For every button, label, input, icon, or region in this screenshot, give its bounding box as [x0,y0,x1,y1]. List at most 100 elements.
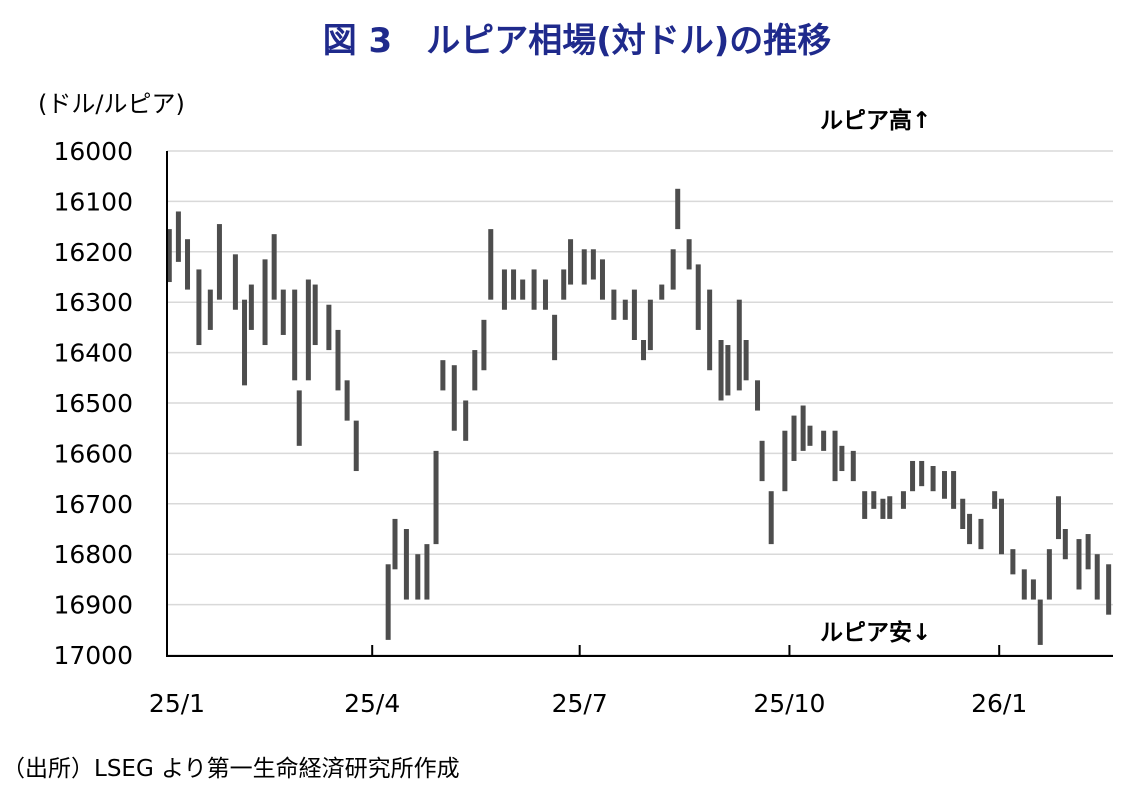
range-bar [463,400,469,441]
x-tick-labels: 25/1 25/4 25/7 25/10 26/1 [149,645,1027,718]
annotation-rupiah-strong: ルピア高↑ [820,107,931,134]
range-bar [755,380,761,411]
source-note: （出所）LSEG より第一生命経済研究所作成 [2,756,460,782]
y-tick-labels: 16000 16100 16200 16300 16400 16500 16600 16700… [53,137,133,670]
range-bar [862,491,868,519]
range-bar [659,284,665,300]
y-tick-label: 16700 [53,490,133,519]
y-tick-label: 16600 [53,439,133,468]
range-bar [919,460,925,487]
y-tick-label: 16300 [53,288,133,317]
range-bar [670,249,676,290]
range-bar [511,269,517,300]
range-bar [850,450,856,482]
range-bar [1106,564,1112,615]
range-bar [941,471,947,499]
range-bar [599,259,605,300]
range-bar [960,498,966,529]
range-bar [296,390,302,446]
y-tick-label: 16100 [53,187,133,216]
range-bar [166,229,172,283]
range-bar [839,445,845,472]
y-axis-unit-label: (ドル/ルピア) [38,90,185,118]
range-bar [271,234,277,300]
gridlines [167,150,1113,656]
range-bar [1094,554,1100,600]
range-bar [611,289,617,320]
range-bar [415,554,421,600]
range-bar [641,340,647,361]
x-tick-label: 25/7 [552,689,608,718]
range-bar [207,289,213,330]
range-bar [978,518,984,550]
range-bar [433,450,439,545]
range-bar [344,380,350,421]
range-bar [880,498,886,519]
range-bar [807,425,813,446]
range-bar [216,224,222,300]
x-tick-label: 26/1 [971,689,1027,718]
range-bar [725,345,731,396]
range-bar [759,440,765,482]
range-bar [403,529,409,600]
x-tick-label: 25/4 [344,689,400,718]
y-tick-label: 16500 [53,389,133,418]
range-bar [736,299,742,391]
range-bar [292,289,298,381]
range-bar [910,460,916,492]
range-bar [280,289,286,335]
range-bar [930,466,936,492]
x-tick-label: 25/10 [753,689,825,718]
range-bar [196,269,202,346]
range-bar [800,405,806,451]
x-tick-label: 25/1 [149,689,205,718]
range-bar [1076,539,1082,590]
range-bar [561,269,567,300]
range-bar [312,284,318,346]
range-bar [385,564,391,640]
range-bar [782,430,788,492]
range-bar [743,340,749,381]
range-bar [232,254,238,310]
range-bar [590,249,596,280]
chart-title: 図 3 ルピア相場(対ドル)の推移 [323,21,832,61]
annotation-rupiah-weak: ルピア安↓ [820,619,931,646]
range-bar [248,284,254,330]
range-bar [718,340,724,401]
y-tick-label: 16400 [53,339,133,368]
y-tick-label: 16200 [53,238,133,267]
range-bar [951,471,957,509]
y-tick-label: 17000 [53,641,133,670]
range-bar [686,239,692,270]
range-bar [967,513,973,545]
range-bar [481,319,487,371]
range-bar [900,491,906,509]
range-bar [622,299,628,320]
range-bar [568,239,574,285]
range-bar [531,269,537,310]
range-bar [1037,599,1043,645]
range-bar [472,350,478,391]
range-bar [821,430,827,451]
range-bar [242,299,248,386]
range-bar [542,279,548,310]
range-bar [488,229,494,300]
range-bar [1021,569,1027,600]
y-tick-label: 16900 [53,591,133,620]
range-bar [440,360,446,391]
range-bar [392,518,398,570]
range-bar [353,420,359,472]
range-bar [1055,496,1061,540]
range-bar [1030,579,1036,600]
range-bar [832,430,838,482]
range-bar [768,491,774,545]
range-bar [175,211,181,262]
range-bar [326,304,332,351]
range-bar [424,544,430,600]
range-bar [451,365,457,431]
range-bar [791,415,797,461]
range-bar [1085,534,1091,570]
range-bar [552,314,558,361]
range-bar [992,491,998,509]
